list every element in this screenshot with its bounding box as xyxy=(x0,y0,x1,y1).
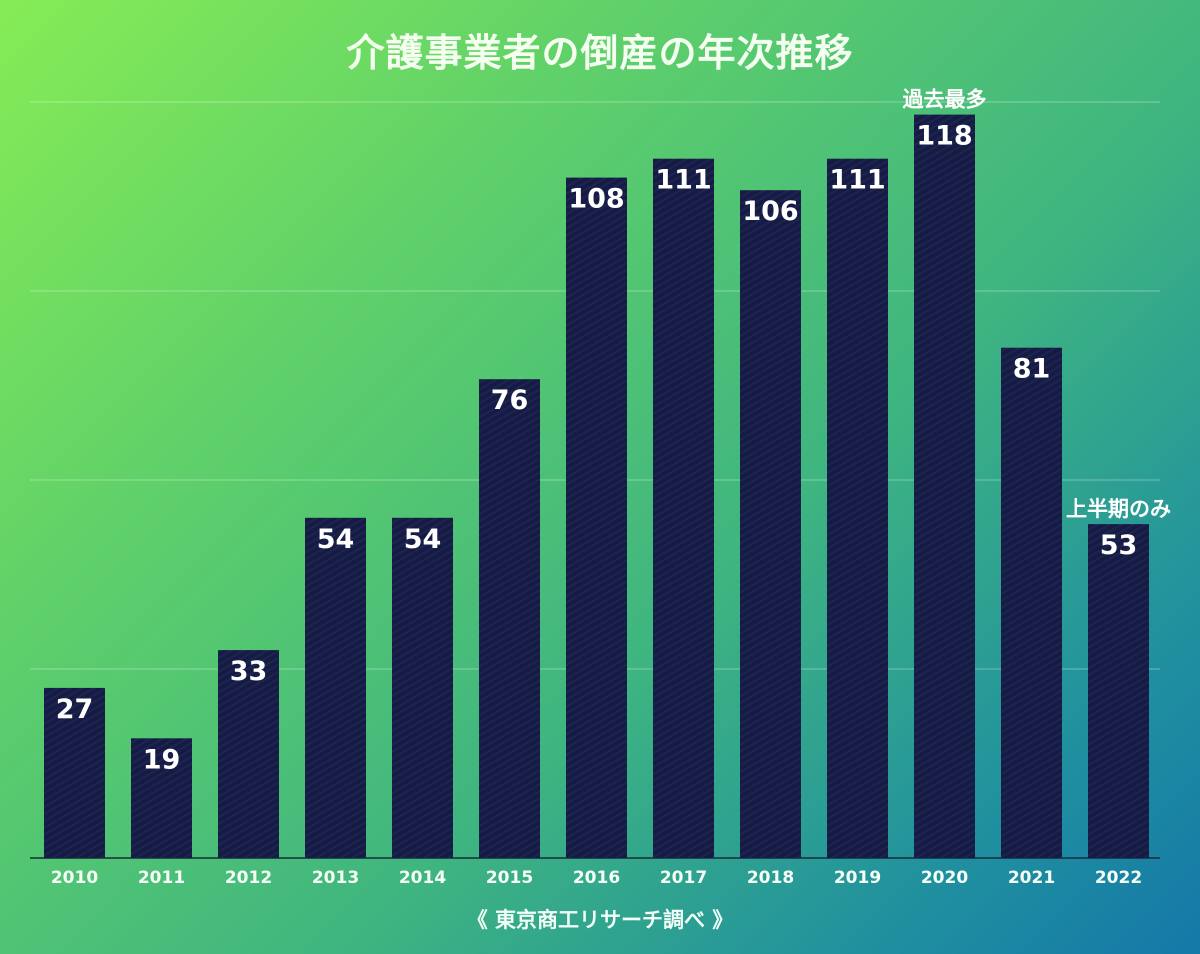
bar-2022 xyxy=(1088,524,1149,858)
x-tick-label-2019: 2019 xyxy=(834,868,881,888)
x-tick-label-2011: 2011 xyxy=(138,868,185,888)
value-label-2022: 53 xyxy=(1100,530,1138,561)
value-label-2021: 81 xyxy=(1013,354,1051,385)
bar-2011 xyxy=(131,738,192,858)
value-label-2020: 118 xyxy=(916,121,972,152)
value-label-2015: 76 xyxy=(491,385,529,416)
x-tick-label-2016: 2016 xyxy=(573,868,620,888)
value-label-2016: 108 xyxy=(568,184,624,215)
bar-2019 xyxy=(827,158,888,858)
x-tick-label-2015: 2015 xyxy=(486,868,533,888)
bar-2014 xyxy=(392,517,453,858)
annotation-2022: 上半期のみ xyxy=(1066,497,1171,521)
x-tick-label-2021: 2021 xyxy=(1008,868,1055,888)
value-label-2012: 33 xyxy=(230,656,268,687)
x-tick-label-2017: 2017 xyxy=(660,868,707,888)
value-label-2019: 111 xyxy=(829,165,885,196)
bar-2012 xyxy=(218,650,279,858)
x-tick-label-2020: 2020 xyxy=(921,868,968,888)
value-label-2014: 54 xyxy=(404,524,442,555)
bar-2021 xyxy=(1001,347,1062,858)
bar-2016 xyxy=(566,177,627,859)
bar-2013 xyxy=(305,517,366,858)
bar-2010 xyxy=(44,687,105,858)
x-tick-label-2014: 2014 xyxy=(399,868,446,888)
value-label-2018: 106 xyxy=(742,196,798,227)
value-label-2017: 111 xyxy=(655,165,711,196)
x-tick-label-2012: 2012 xyxy=(225,868,272,888)
bar-2018 xyxy=(740,190,801,858)
bar-2020 xyxy=(914,114,975,859)
annotation-2020: 過去最多 xyxy=(903,88,987,112)
x-tick-label-2018: 2018 xyxy=(747,868,794,888)
bar-2017 xyxy=(653,158,714,858)
value-label-2011: 19 xyxy=(143,744,181,775)
value-label-2013: 54 xyxy=(317,524,355,555)
value-label-2010: 27 xyxy=(56,694,94,725)
chart-title: 介護事業者の倒産の年次推移 xyxy=(346,31,854,75)
x-tick-label-2010: 2010 xyxy=(51,868,98,888)
x-tick-label-2022: 2022 xyxy=(1095,868,1142,888)
source-note: 《 東京商工リサーチ調べ 》 xyxy=(466,908,734,932)
bar-2015 xyxy=(479,379,540,858)
x-tick-label-2013: 2013 xyxy=(312,868,359,888)
